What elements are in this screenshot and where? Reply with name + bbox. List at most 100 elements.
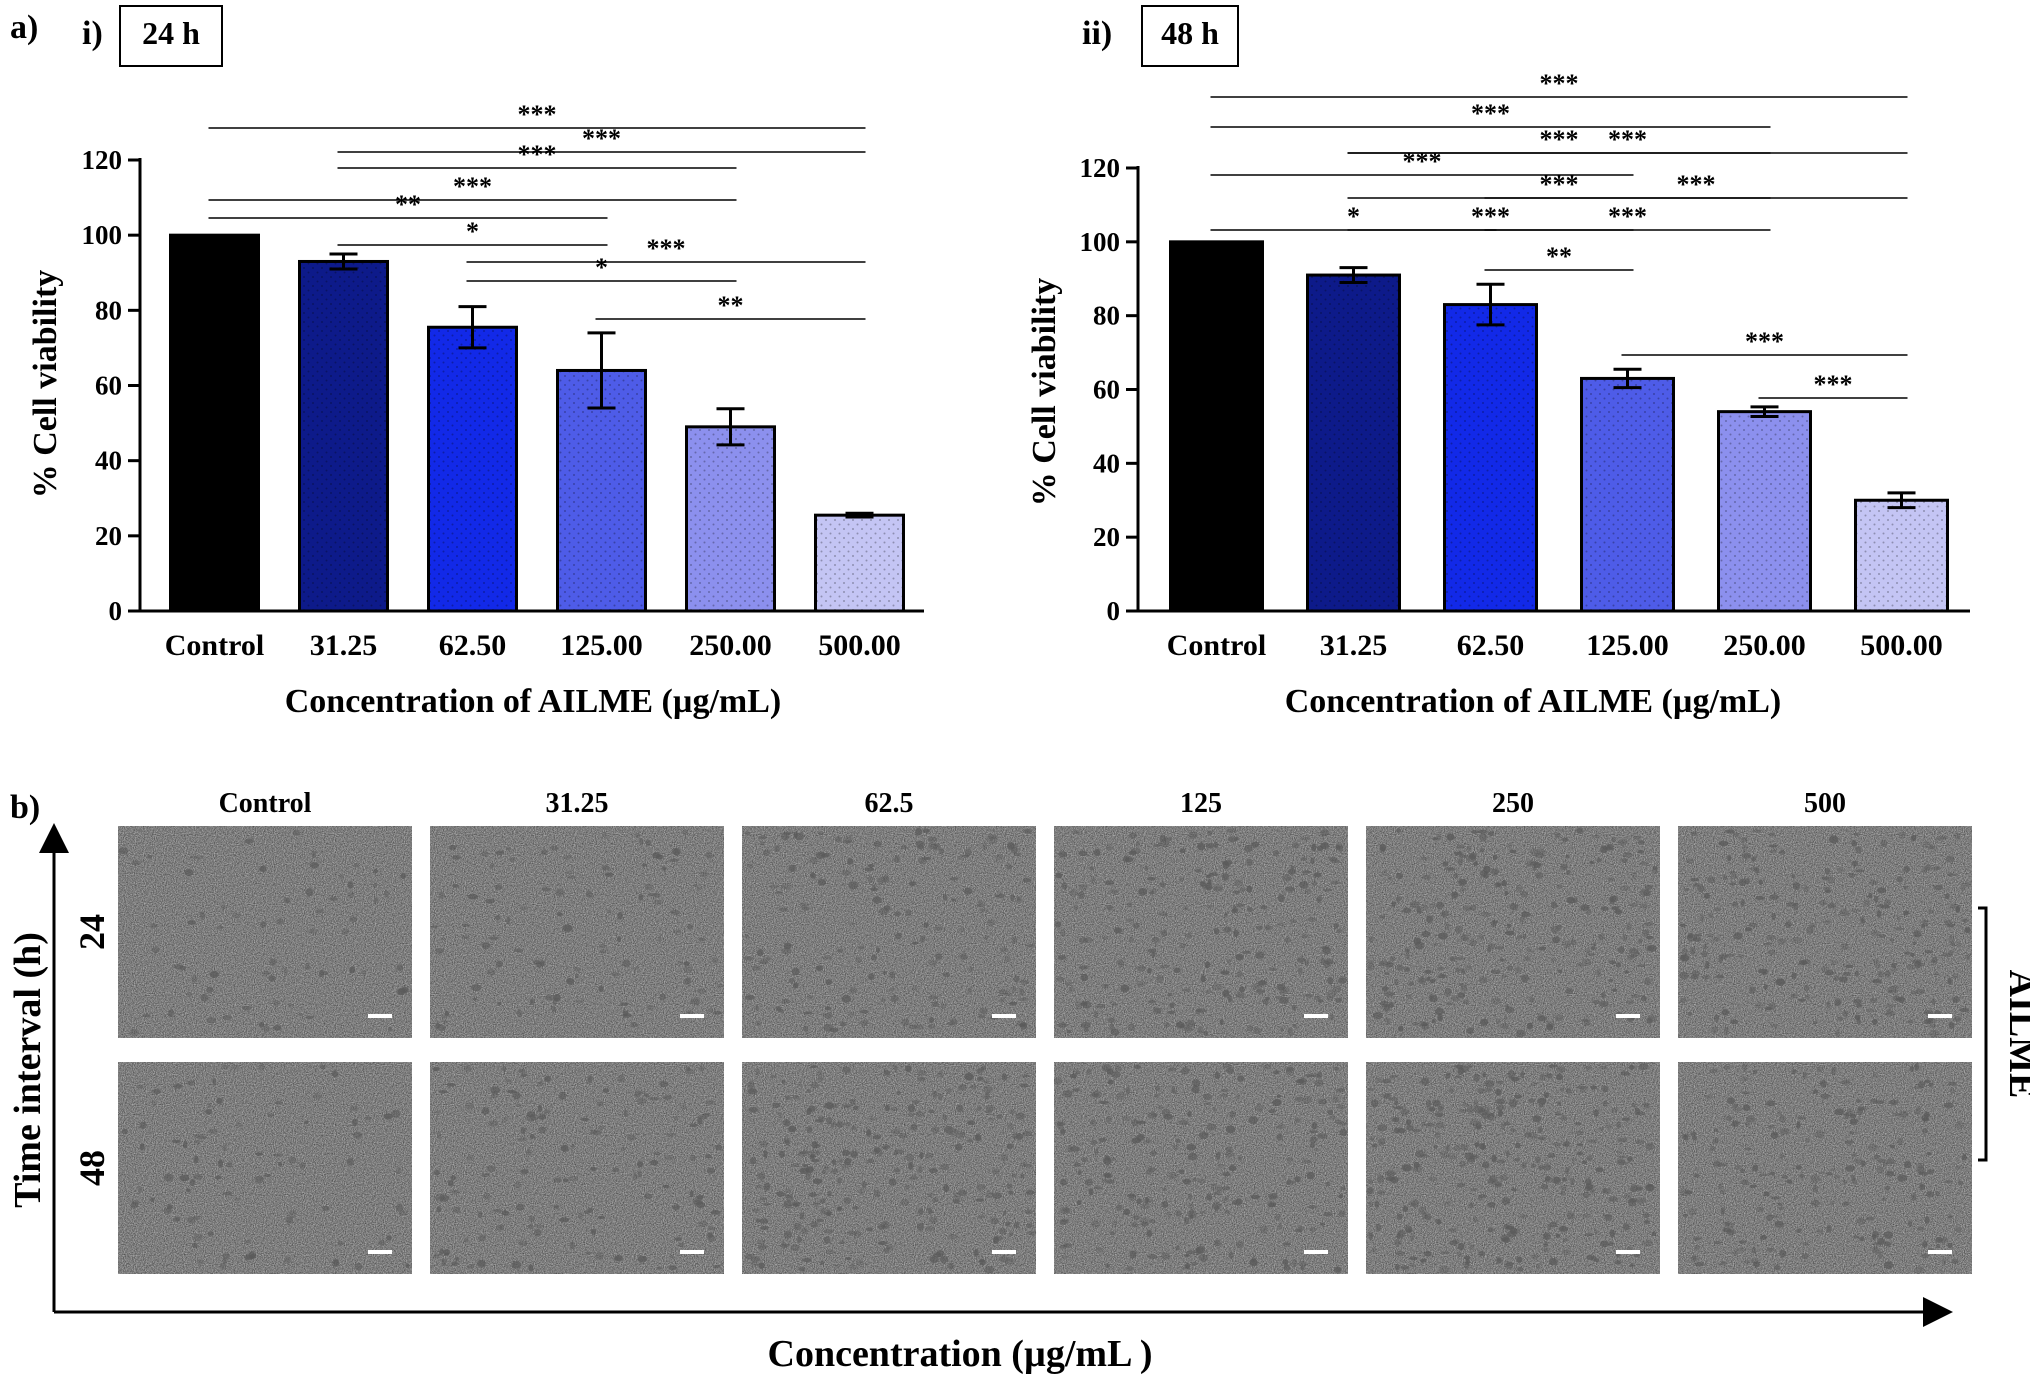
panel-a-label: a) <box>10 9 38 46</box>
chart-24h-category-label-4: 250.00 <box>689 629 772 662</box>
micrograph-row-label-0: 24 <box>72 914 112 950</box>
scale-bar <box>1928 1250 1952 1254</box>
chart-24h-bar-texture-1 <box>299 261 388 611</box>
chart-24h-ytick-label-0: 0 <box>109 596 123 626</box>
micrograph-column-label-2: 62.5 <box>865 788 914 819</box>
chart-48h-title-box <box>1141 5 1239 67</box>
chart-24h: i) 24 h Control 31.25 62.50 125.00 250.00 500… <box>27 5 924 720</box>
chart-24h-title-box <box>119 5 223 67</box>
chart-24h-title: 24 h <box>142 15 200 51</box>
ailme-bracket <box>1978 906 1988 1162</box>
chart-48h-marks: Control 31.25 62.50 125.00 250.00 500.00 0 20 40… <box>1080 69 1970 662</box>
chart-48h-significance-label-0: *** <box>1540 69 1579 98</box>
chart-48h-ytick-label-4: 80 <box>1093 301 1120 331</box>
chart-48h-significance-label-8: *** <box>1608 202 1647 231</box>
scale-bar <box>992 1014 1016 1018</box>
chart-48h-error-bar-1 <box>1339 266 1368 284</box>
chart-24h-error-bar-5 <box>845 511 874 519</box>
chart-24h-ytick-label-6: 120 <box>82 145 123 175</box>
micrograph-24h-0 <box>118 826 412 1038</box>
chart-48h-ytick-label-3: 60 <box>1093 375 1120 405</box>
chart-48h-category-label-3: 125.00 <box>1586 629 1669 662</box>
micrograph-48h-1 <box>430 1062 724 1274</box>
micrograph-y-title: Time interval (h) <box>7 932 49 1208</box>
micrograph-48h-5 <box>1678 1062 1972 1274</box>
chart-48h-title: 48 h <box>1161 15 1219 51</box>
micrograph-24h-4 <box>1366 826 1660 1038</box>
chart-24h-ylabel: % Cell viability <box>27 270 64 499</box>
scale-bar <box>680 1250 704 1254</box>
chart-24h-marks: Control 31.25 62.50 125.00 250.00 500.00 0 20 40… <box>82 100 924 662</box>
chart-24h-xlabel: Concentration of AILME (µg/mL) <box>285 683 782 720</box>
micrograph-24h-1 <box>430 826 724 1038</box>
chart-48h-ytick-label-0: 0 <box>1107 596 1121 626</box>
chart-24h-bar-0 <box>169 233 260 613</box>
micrograph-row-label-1: 48 <box>72 1150 112 1186</box>
chart-24h-ytick-label-2: 40 <box>95 446 122 476</box>
chart-24h-significance-label-2: *** <box>518 140 557 169</box>
chart-48h-ytick-label-2: 40 <box>1093 448 1120 478</box>
chart-24h-error-bar-2 <box>458 305 487 350</box>
chart-48h-xlabel: Concentration of AILME (µg/mL) <box>1285 683 1782 720</box>
chart-48h-significance-label-4: *** <box>1403 147 1442 176</box>
micrograph-column-label-3: 125 <box>1180 788 1222 819</box>
micrograph-24h-5 <box>1678 826 1972 1038</box>
chart-48h-significance-label-7: * <box>1347 202 1360 231</box>
chart-48h-bar-texture-5 <box>1855 500 1948 611</box>
micrograph-column-label-1: 31.25 <box>546 788 609 819</box>
chart-24h-bar-texture-4 <box>686 426 775 611</box>
chart-24h-ytick-label-1: 20 <box>95 521 122 551</box>
chart-48h-category-label-1: 31.25 <box>1320 629 1388 662</box>
chart-24h-category-label-5: 500.00 <box>818 629 901 662</box>
chart-48h-category-label-2: 62.50 <box>1457 629 1525 662</box>
chart-48h-ytick-label-1: 20 <box>1093 522 1120 552</box>
micrograph-column-label-4: 250 <box>1492 788 1534 819</box>
scale-bar <box>680 1014 704 1018</box>
scale-bar <box>1616 1014 1640 1018</box>
micrograph-x-title: Concentration (µg/mL ) <box>768 1333 1153 1375</box>
chart-24h-category-label-0: Control <box>165 629 264 662</box>
chart-48h-significance-label-11: *** <box>1745 327 1784 356</box>
micrograph-24h-2 <box>742 826 1036 1038</box>
panel-b-label: b) <box>10 789 40 826</box>
chart-48h-error-bar-2 <box>1476 282 1505 327</box>
chart-48h-significance-label-12: *** <box>1814 370 1853 399</box>
scale-bar <box>1616 1250 1640 1254</box>
chart-48h-ylabel: % Cell viability <box>1026 278 1063 507</box>
chart-48h-significance-label-9: *** <box>1471 202 1510 231</box>
micrograph-48h-3 <box>1053 1062 1349 1274</box>
scale-bar <box>368 1014 392 1018</box>
chart-48h-ytick-label-6: 120 <box>1080 153 1121 183</box>
chart-24h-significance-label-0: *** <box>518 100 557 129</box>
chart-24h-significance-label-7: * <box>595 253 608 282</box>
micrograph-48h-2 <box>742 1062 1037 1274</box>
micrograph-column-label-5: 500 <box>1804 788 1846 819</box>
chart-24h-error-bar-1 <box>329 252 358 271</box>
chart-48h-bar-texture-3 <box>1581 378 1674 611</box>
chart-24h-error-bar-4 <box>716 407 745 447</box>
chart-24h-bar-texture-3 <box>557 370 646 611</box>
chart-48h-significance-label-2: *** <box>1540 125 1579 154</box>
chart-24h-significance-label-3: *** <box>453 172 492 201</box>
chart-24h-bar-texture-2 <box>428 327 517 611</box>
chart-48h-category-label-4: 250.00 <box>1723 629 1806 662</box>
chart-24h-significance-label-8: ** <box>718 291 744 320</box>
chart-48h-error-bar-3 <box>1613 367 1642 390</box>
chart-48h-category-label-5: 500.00 <box>1860 629 1943 662</box>
chart-24h-ytick-label-4: 80 <box>95 295 122 325</box>
chart-24h-ytick-label-5: 100 <box>82 220 123 250</box>
micrograph-48h-0 <box>118 1062 412 1274</box>
chart-24h-significance-label-5: * <box>466 217 479 246</box>
chart-24h-error-bar-3 <box>587 331 616 410</box>
chart-48h-bar-0 <box>1169 240 1264 613</box>
chart-48h-significance-label-6: *** <box>1677 170 1716 199</box>
chart-48h-significance-label-10: ** <box>1546 242 1572 271</box>
scale-bar <box>1928 1014 1952 1018</box>
scale-bar <box>1304 1250 1328 1254</box>
micrograph-24h-3 <box>1054 826 1348 1038</box>
chart-48h-bar-texture-1 <box>1307 275 1400 611</box>
chart-48h: ii) 48 h Control 31.25 62.50 125.00 250.00 50… <box>1026 5 1970 720</box>
chart-48h-error-bar-4 <box>1750 405 1779 418</box>
chart-48h-bar-texture-2 <box>1444 304 1537 611</box>
